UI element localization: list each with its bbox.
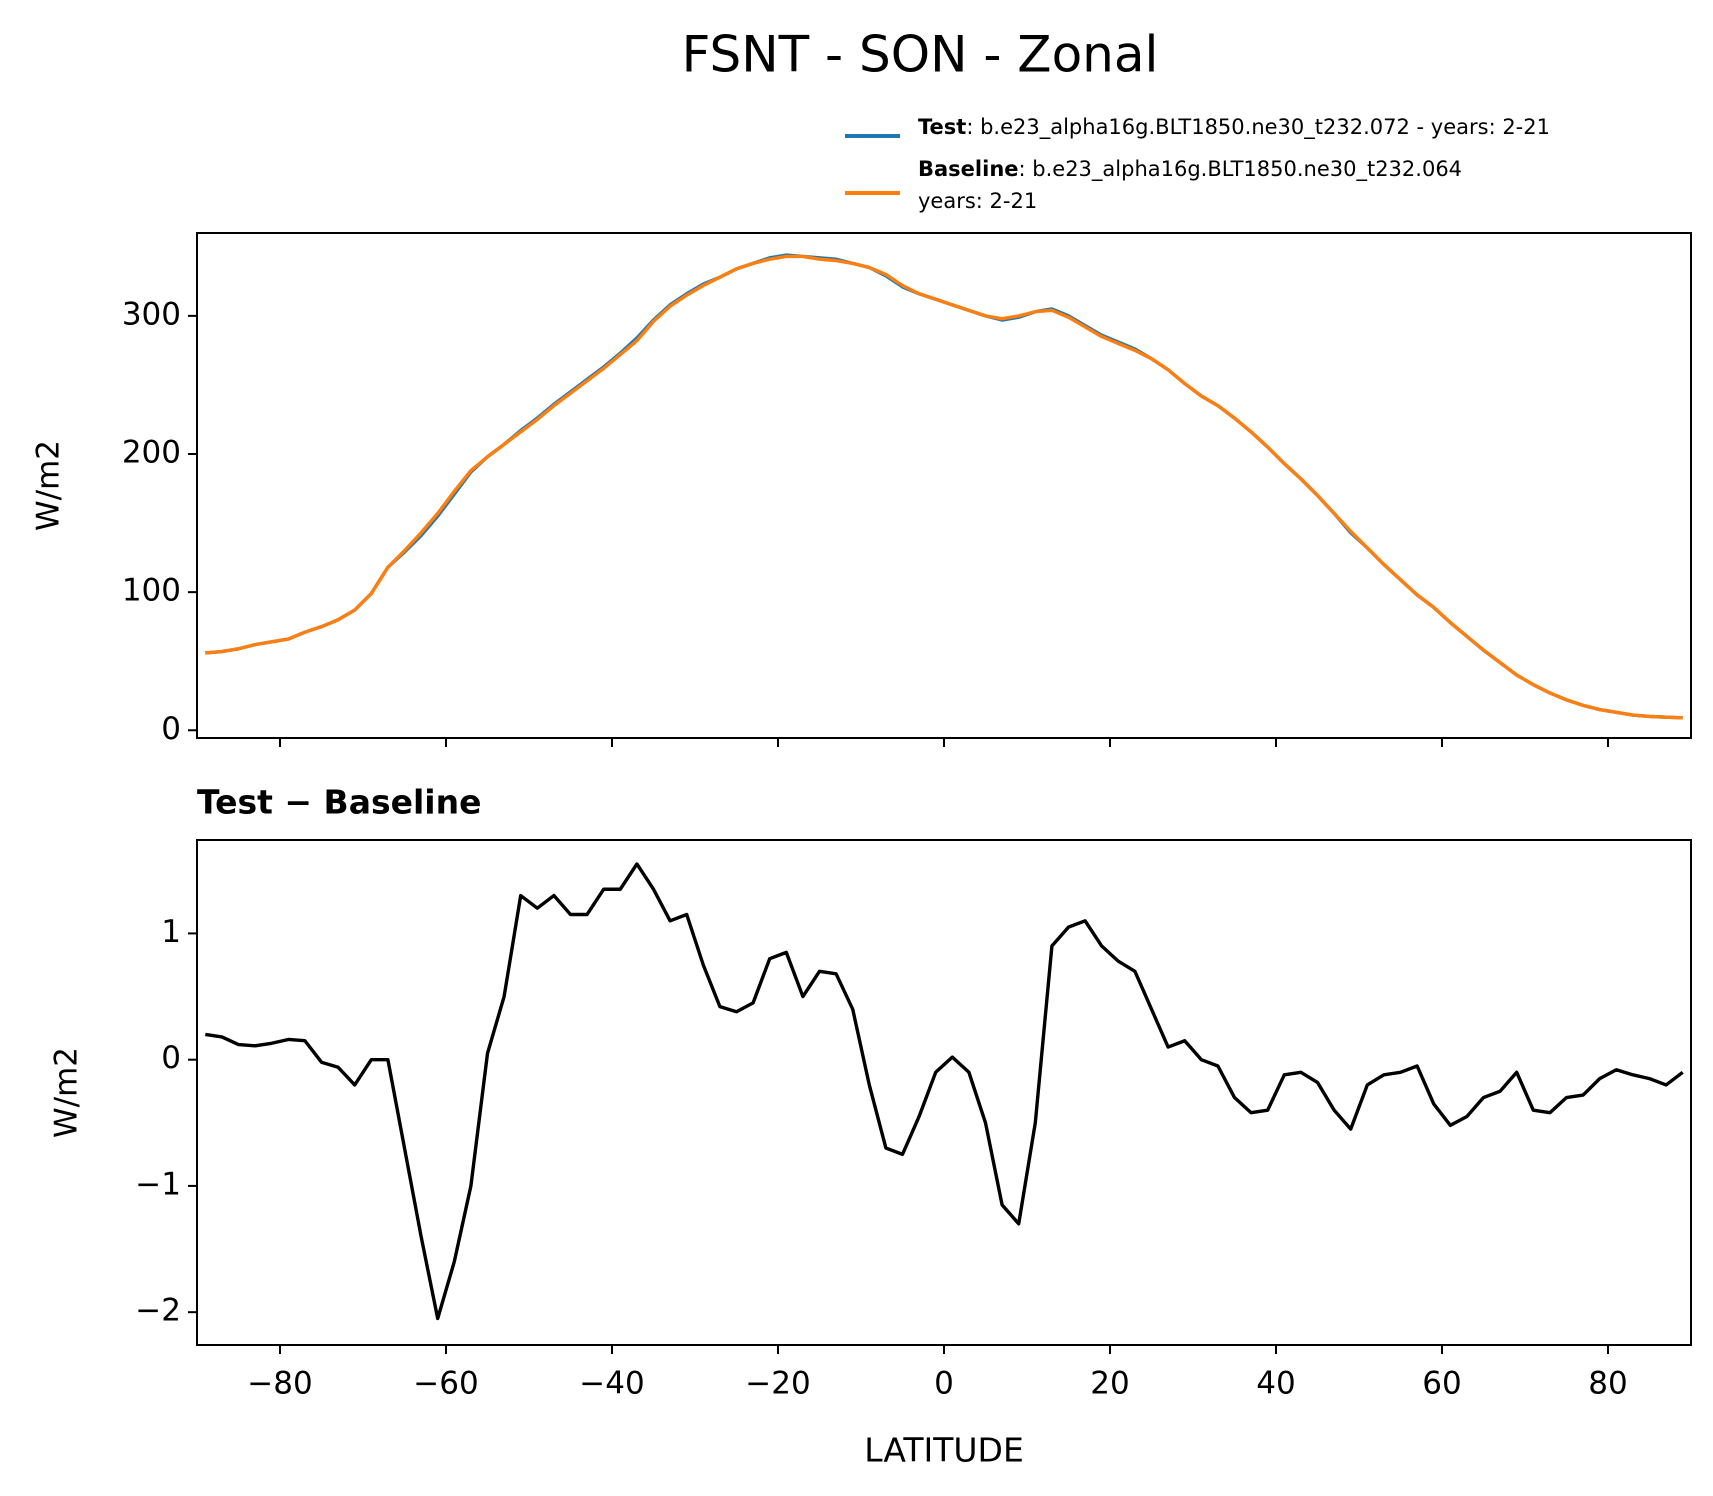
axes-frame xyxy=(196,839,1692,1346)
x-tick-label: 80 xyxy=(1588,1366,1627,1402)
y-tick-label: 300 xyxy=(122,296,181,332)
legend-detail: years: 2-21 xyxy=(918,189,1037,213)
legend-name: Baseline xyxy=(918,157,1019,181)
y-tick-label: 100 xyxy=(122,573,181,609)
legend-name: Test xyxy=(918,115,966,139)
x-tick-label: −40 xyxy=(579,1366,644,1402)
x-tick-label: 60 xyxy=(1422,1366,1461,1402)
y-tick-label: −1 xyxy=(135,1166,181,1202)
x-tick-label: 20 xyxy=(1090,1366,1129,1402)
y-tick-label: 1 xyxy=(161,914,181,950)
series-line xyxy=(205,862,1684,1321)
figure-title: FSNT - SON - Zonal xyxy=(682,26,1159,84)
x-axis-label: LATITUDE xyxy=(864,1431,1024,1470)
x-tick-label: 40 xyxy=(1256,1366,1295,1402)
x-tick-label: 0 xyxy=(934,1366,954,1402)
x-tick-label: −20 xyxy=(745,1366,810,1402)
x-tick-label: −60 xyxy=(413,1366,478,1402)
x-tick-label: −80 xyxy=(247,1366,312,1402)
y-tick-label: 0 xyxy=(161,1040,181,1076)
y-axis-label: W/m2 xyxy=(49,1047,85,1138)
axes-frame xyxy=(196,232,1692,739)
legend-detail: : b.e23_alpha16g.BLT1850.ne30_t232.072 -… xyxy=(966,115,1550,140)
y-tick-label: 200 xyxy=(122,435,181,471)
y-axis-label: W/m2 xyxy=(31,440,67,531)
series-line xyxy=(205,253,1683,720)
legend-label: Test: b.e23_alpha16g.BLT1850.ne30_t232.0… xyxy=(918,115,1550,140)
y-tick-label: 0 xyxy=(161,711,181,747)
legend-detail: : b.e23_alpha16g.BLT1850.ne30_t232.064 xyxy=(1019,157,1463,182)
y-tick-label: −2 xyxy=(135,1293,181,1329)
series-line xyxy=(205,254,1683,720)
legend-label: Baseline: b.e23_alpha16g.BLT1850.ne30_t2… xyxy=(918,157,1462,182)
panel-title: Test − Baseline xyxy=(197,783,482,822)
